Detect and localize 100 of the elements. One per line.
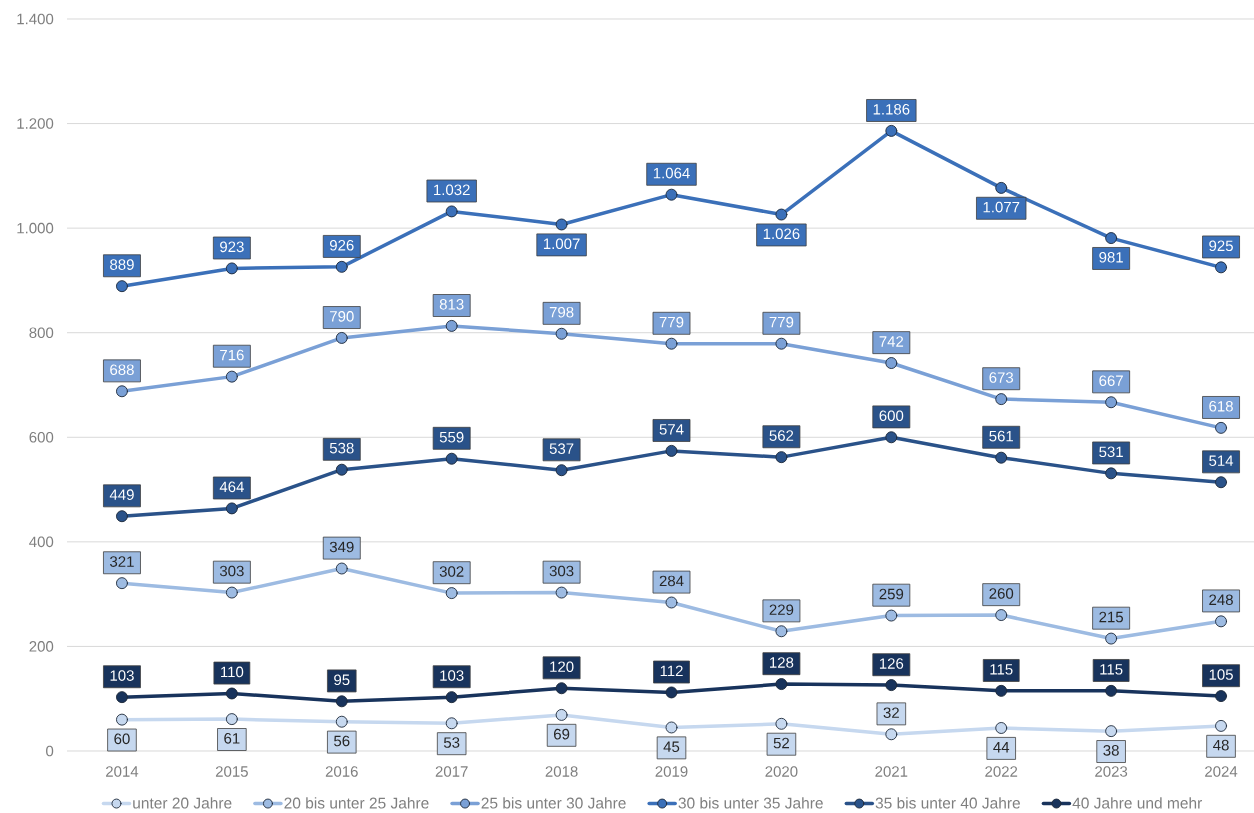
point (1215, 615, 1227, 628)
data-label: 779 (769, 316, 794, 328)
point (1215, 690, 1227, 703)
data-label: 303 (549, 565, 574, 577)
point (995, 393, 1008, 406)
data-label: 813 (439, 299, 464, 310)
point (995, 722, 1008, 734)
point (225, 687, 238, 700)
x-tick-label: 2023 (1095, 766, 1128, 777)
data-label: 259 (879, 588, 904, 600)
point (885, 609, 898, 622)
point (995, 181, 1008, 194)
data-label: 45 (663, 741, 680, 753)
data-label: 126 (879, 658, 904, 669)
point (885, 728, 898, 741)
data-label: 559 (439, 431, 464, 443)
data-label: 248 (1209, 594, 1233, 606)
data-label: 120 (550, 661, 574, 672)
point (116, 691, 128, 704)
point (116, 280, 128, 293)
point (1215, 261, 1227, 274)
y-tick-label: 800 (29, 327, 54, 339)
data-label: 52 (773, 737, 789, 749)
point (116, 510, 128, 523)
point (116, 577, 128, 590)
y-tick-label: 1.400 (17, 13, 54, 25)
data-label: 1.026 (763, 228, 800, 240)
x-tick-label: 2022 (985, 766, 1018, 777)
point (445, 205, 458, 218)
point (775, 625, 788, 638)
point (1105, 632, 1118, 645)
data-label: 321 (110, 556, 134, 567)
point (1215, 421, 1227, 434)
point (665, 721, 678, 734)
data-label: 128 (770, 657, 794, 668)
legend-label: 20 bis unter 25 Jahre (284, 797, 429, 809)
data-label: 449 (109, 489, 134, 500)
point (225, 713, 238, 726)
data-label: 110 (221, 666, 244, 678)
data-label: 798 (549, 306, 574, 318)
x-tick-label: 2015 (215, 766, 248, 777)
data-label: 38 (1103, 745, 1119, 756)
data-label: 1.032 (434, 184, 470, 196)
data-label: 260 (989, 588, 1014, 599)
point (995, 609, 1008, 622)
x-tick-label: 2016 (325, 766, 358, 777)
data-label: 889 (110, 259, 134, 270)
x-tick-label: 2019 (655, 766, 688, 777)
y-tick-label: 0 (46, 745, 54, 757)
data-label: 115 (1100, 664, 1123, 675)
point (335, 562, 348, 575)
point (995, 451, 1008, 464)
point (885, 431, 898, 444)
data-label: 56 (334, 735, 350, 747)
data-label: 103 (440, 670, 464, 681)
point (665, 686, 678, 699)
y-tick-label: 600 (29, 431, 54, 443)
data-label: 1.077 (983, 201, 1020, 213)
data-label: 561 (989, 430, 1013, 442)
point (335, 695, 348, 708)
data-label: 981 (1099, 252, 1123, 263)
point (225, 586, 238, 599)
x-tick-label: 2014 (106, 766, 139, 777)
legend-label: 30 bis unter 35 Jahre (678, 797, 823, 809)
point (445, 691, 458, 704)
point (1215, 476, 1227, 489)
data-label: 44 (993, 742, 1010, 753)
data-label: 531 (1099, 446, 1123, 458)
data-label: 600 (879, 410, 904, 422)
point (335, 463, 348, 476)
point (555, 464, 568, 477)
data-label: 61 (224, 733, 240, 744)
legend-label: 25 bis unter 30 Jahre (481, 797, 626, 809)
point (335, 715, 348, 728)
data-label: 303 (219, 565, 244, 577)
point (775, 717, 788, 730)
data-label: 103 (110, 670, 134, 681)
data-label: 779 (659, 316, 684, 328)
x-tick-label: 2017 (435, 766, 468, 777)
data-label: 105 (1209, 669, 1233, 680)
point (885, 124, 898, 137)
point (555, 327, 568, 340)
data-label: 538 (329, 442, 354, 454)
data-label: 115 (990, 664, 1013, 675)
data-label: 673 (989, 372, 1014, 383)
point (775, 678, 788, 691)
point (555, 218, 568, 231)
y-tick-label: 200 (29, 641, 54, 652)
legend-label: 35 bis unter 40 Jahre (875, 797, 1020, 809)
point (225, 370, 238, 383)
data-label: 562 (769, 430, 794, 441)
point (775, 337, 788, 350)
data-label: 215 (1099, 611, 1124, 623)
point (335, 260, 348, 273)
data-label: 69 (554, 728, 570, 740)
data-label: 923 (220, 241, 244, 253)
data-label: 53 (443, 737, 460, 748)
data-label: 716 (220, 349, 244, 361)
data-label: 60 (114, 733, 130, 745)
y-tick-label: 400 (29, 536, 54, 548)
